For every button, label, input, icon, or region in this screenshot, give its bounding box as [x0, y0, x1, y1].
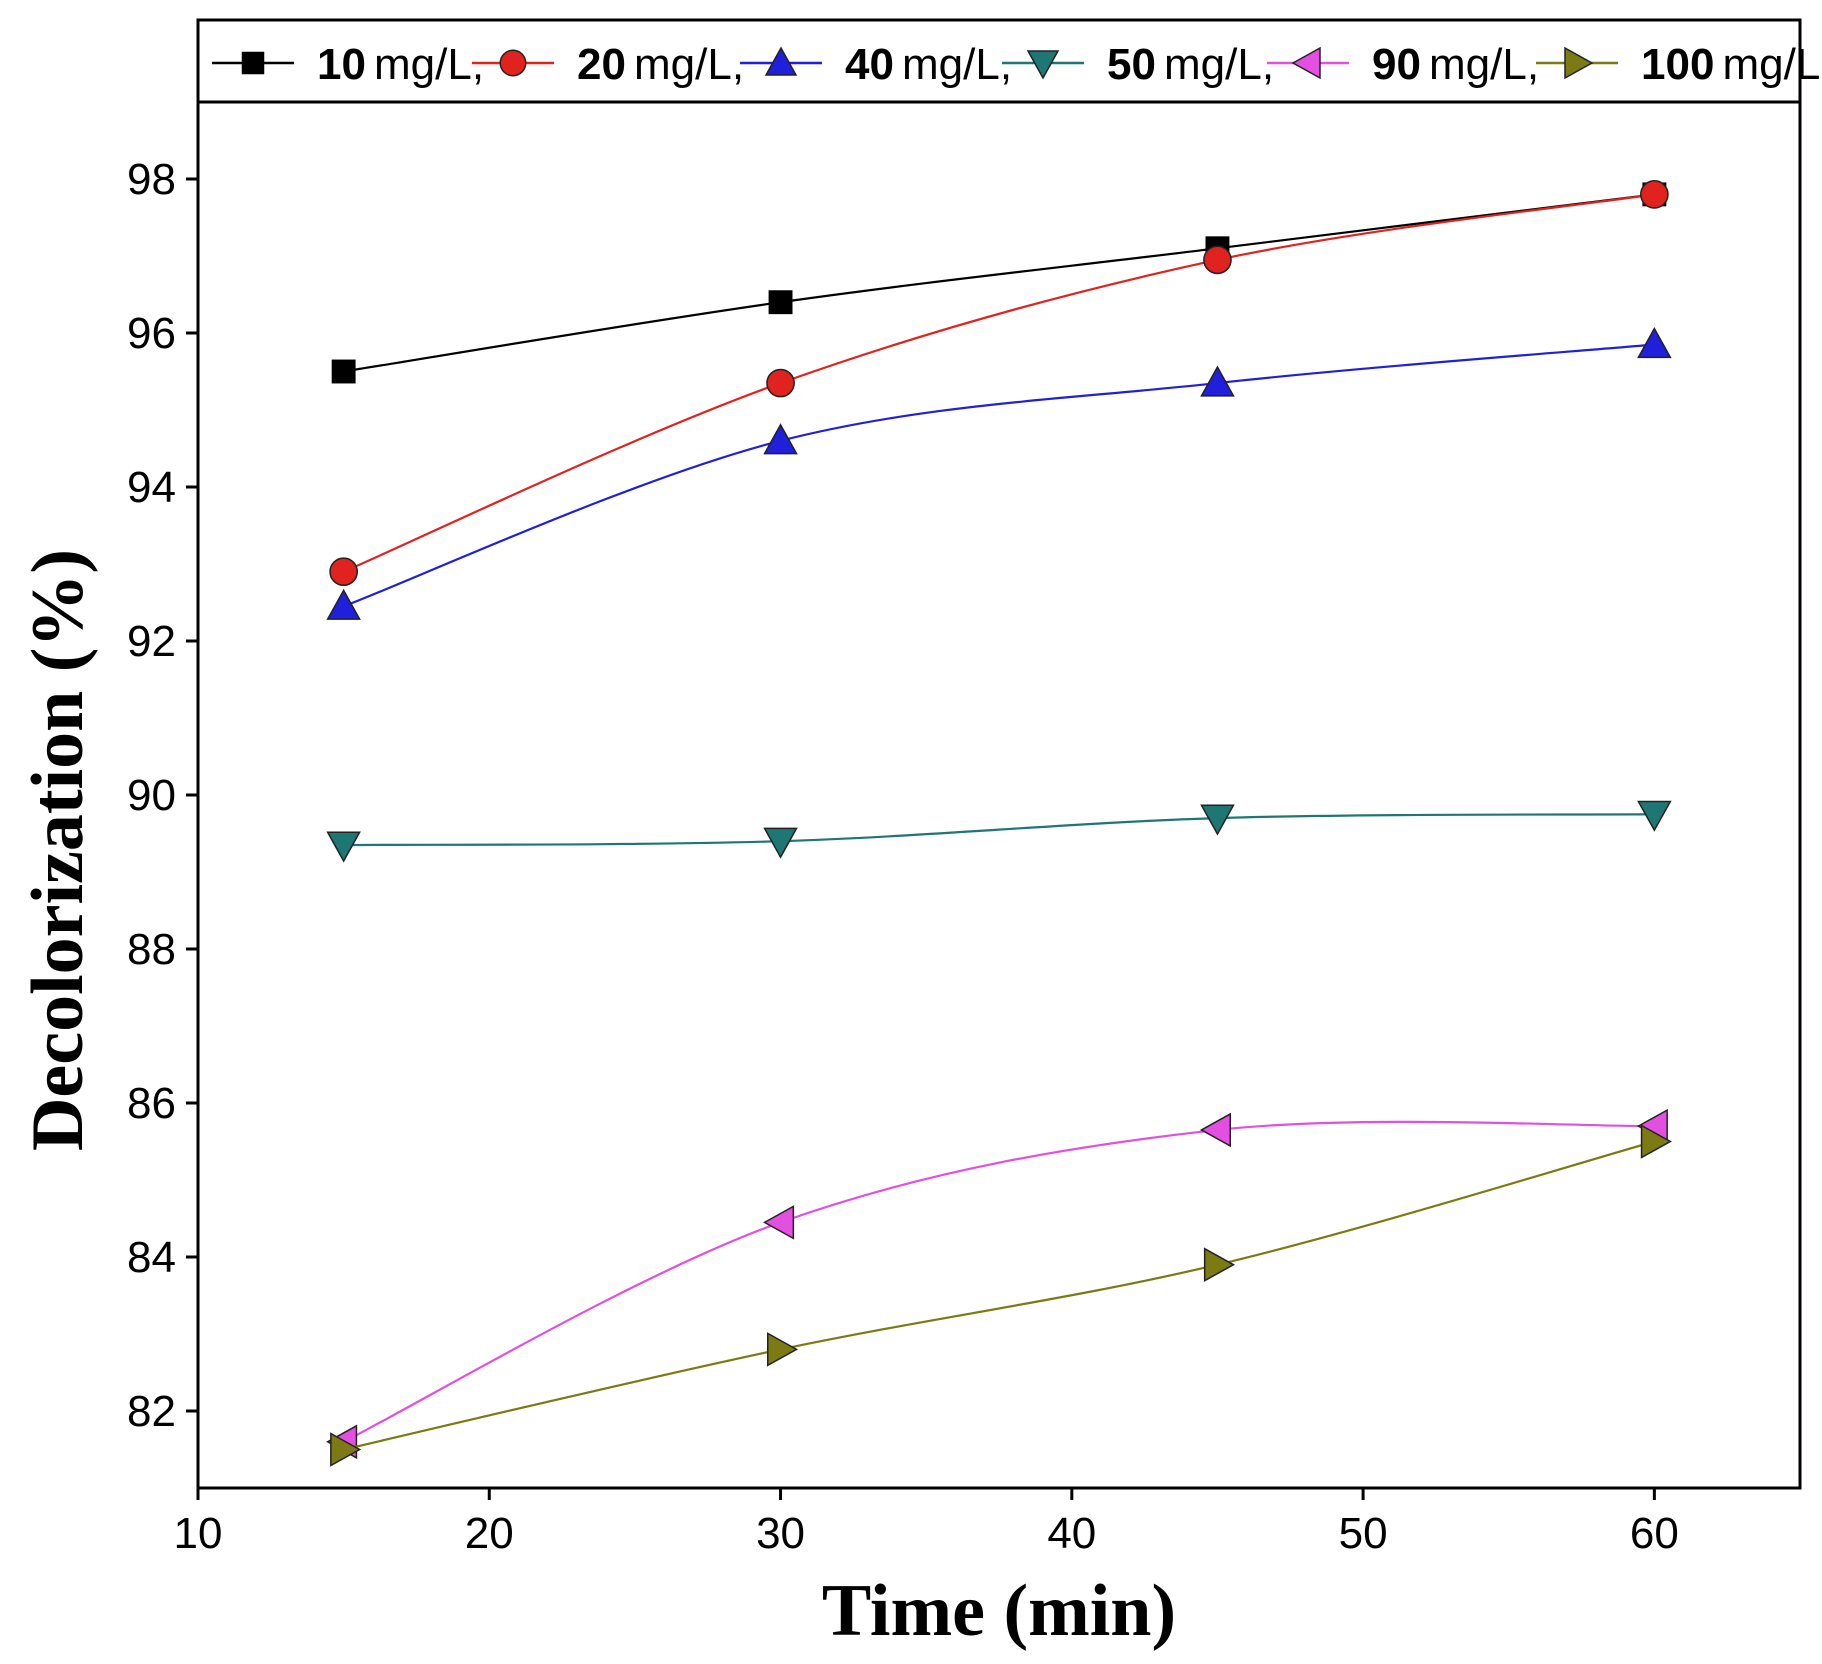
- data-point: [331, 359, 356, 384]
- series-100-mg-l: [330, 1124, 1672, 1467]
- legend-item: 50 mg/L,: [1002, 40, 1274, 89]
- legend-concentration: 20: [577, 40, 626, 89]
- legend-item: 40 mg/L,: [740, 40, 1012, 89]
- legend-unit: mg/L,: [634, 40, 744, 89]
- legend-concentration: 50: [1107, 40, 1156, 89]
- legend-marker: [1291, 46, 1321, 80]
- x-tick-label: 20: [465, 1509, 514, 1558]
- y-axis-title: Decolorization (%): [17, 549, 99, 1151]
- x-tick-label: 30: [756, 1509, 805, 1558]
- legend-unit: mg/L: [1723, 40, 1821, 89]
- legend-items: 10 mg/L, 20 mg/L, 40 mg/L, 50 mg/L, 90 mg/L, 100 mg…: [212, 40, 1820, 89]
- data-point: [1200, 804, 1235, 836]
- data-point: [1203, 1247, 1235, 1282]
- data-point: [326, 831, 361, 863]
- series-line: [343, 193, 1655, 373]
- x-axis: 10 20 30 40 50 60: [174, 1488, 1679, 1558]
- x-tick-label: 40: [1047, 1509, 1096, 1558]
- data-point: [763, 827, 798, 859]
- data-point: [1640, 180, 1669, 209]
- data-point: [763, 423, 798, 455]
- series-50-mg-l: [326, 800, 1672, 863]
- y-tick-label: 82: [127, 1387, 176, 1436]
- data-point: [330, 1432, 362, 1467]
- y-tick-label: 98: [127, 155, 176, 204]
- data-point: [1203, 245, 1232, 275]
- x-axis-title: Time (min): [822, 1570, 1176, 1652]
- y-tick-label: 88: [127, 925, 176, 974]
- legend-box: [196, 18, 1802, 104]
- x-tick-label: 50: [1339, 1509, 1388, 1558]
- legend-item: 10 mg/L,: [212, 40, 484, 89]
- legend-marker: [499, 49, 527, 77]
- legend-unit: mg/L,: [1164, 40, 1274, 89]
- legend-concentration: 90: [1372, 40, 1421, 89]
- series-line: [343, 193, 1655, 573]
- legend-concentration: 10: [317, 40, 366, 89]
- legend-marker: [1564, 46, 1594, 80]
- y-tick-label: 84: [127, 1233, 176, 1282]
- data-point: [326, 588, 361, 620]
- legend-marker: [241, 51, 265, 75]
- legend-marker: [1026, 50, 1060, 80]
- y-axis: 82 84 86 88 90 92 94 96 98: [127, 155, 198, 1436]
- data-point: [766, 1332, 799, 1367]
- series-line: [343, 813, 1655, 847]
- series-layer: [326, 180, 1672, 1467]
- y-tick-label: 90: [127, 771, 176, 820]
- data-point: [1199, 1112, 1232, 1148]
- legend-item: 90 mg/L,: [1267, 40, 1539, 89]
- data-point: [766, 368, 795, 398]
- legend-unit: mg/L,: [1429, 40, 1539, 89]
- legend-unit: mg/L,: [374, 40, 484, 89]
- x-tick-label: 60: [1630, 1509, 1679, 1558]
- legend-marker: [764, 46, 798, 76]
- y-tick-label: 92: [127, 617, 176, 666]
- y-tick-label: 86: [127, 1079, 176, 1128]
- x-tick-label: 10: [174, 1509, 223, 1558]
- series-line: [343, 1120, 1655, 1443]
- data-point: [1637, 327, 1672, 359]
- data-point: [763, 1205, 795, 1240]
- legend-unit: mg/L,: [902, 40, 1012, 89]
- series-20-mg-l: [329, 180, 1669, 587]
- legend-concentration: 100: [1641, 40, 1714, 89]
- legend: 10 mg/L, 20 mg/L, 40 mg/L, 50 mg/L, 90 mg/L, 100 mg…: [196, 18, 1820, 104]
- legend-item: 20 mg/L,: [472, 40, 744, 89]
- y-tick-label: 94: [127, 463, 176, 512]
- data-point: [1200, 365, 1235, 397]
- data-point: [1640, 1124, 1672, 1159]
- data-point: [768, 290, 793, 315]
- data-point: [329, 557, 358, 587]
- data-point: [1637, 800, 1672, 832]
- series-line: [343, 1140, 1655, 1451]
- series-line: [343, 343, 1655, 608]
- legend-concentration: 40: [845, 40, 894, 89]
- series-40-mg-l: [326, 327, 1672, 620]
- legend-item: 100 mg/L: [1536, 40, 1820, 89]
- y-tick-label: 96: [127, 309, 176, 358]
